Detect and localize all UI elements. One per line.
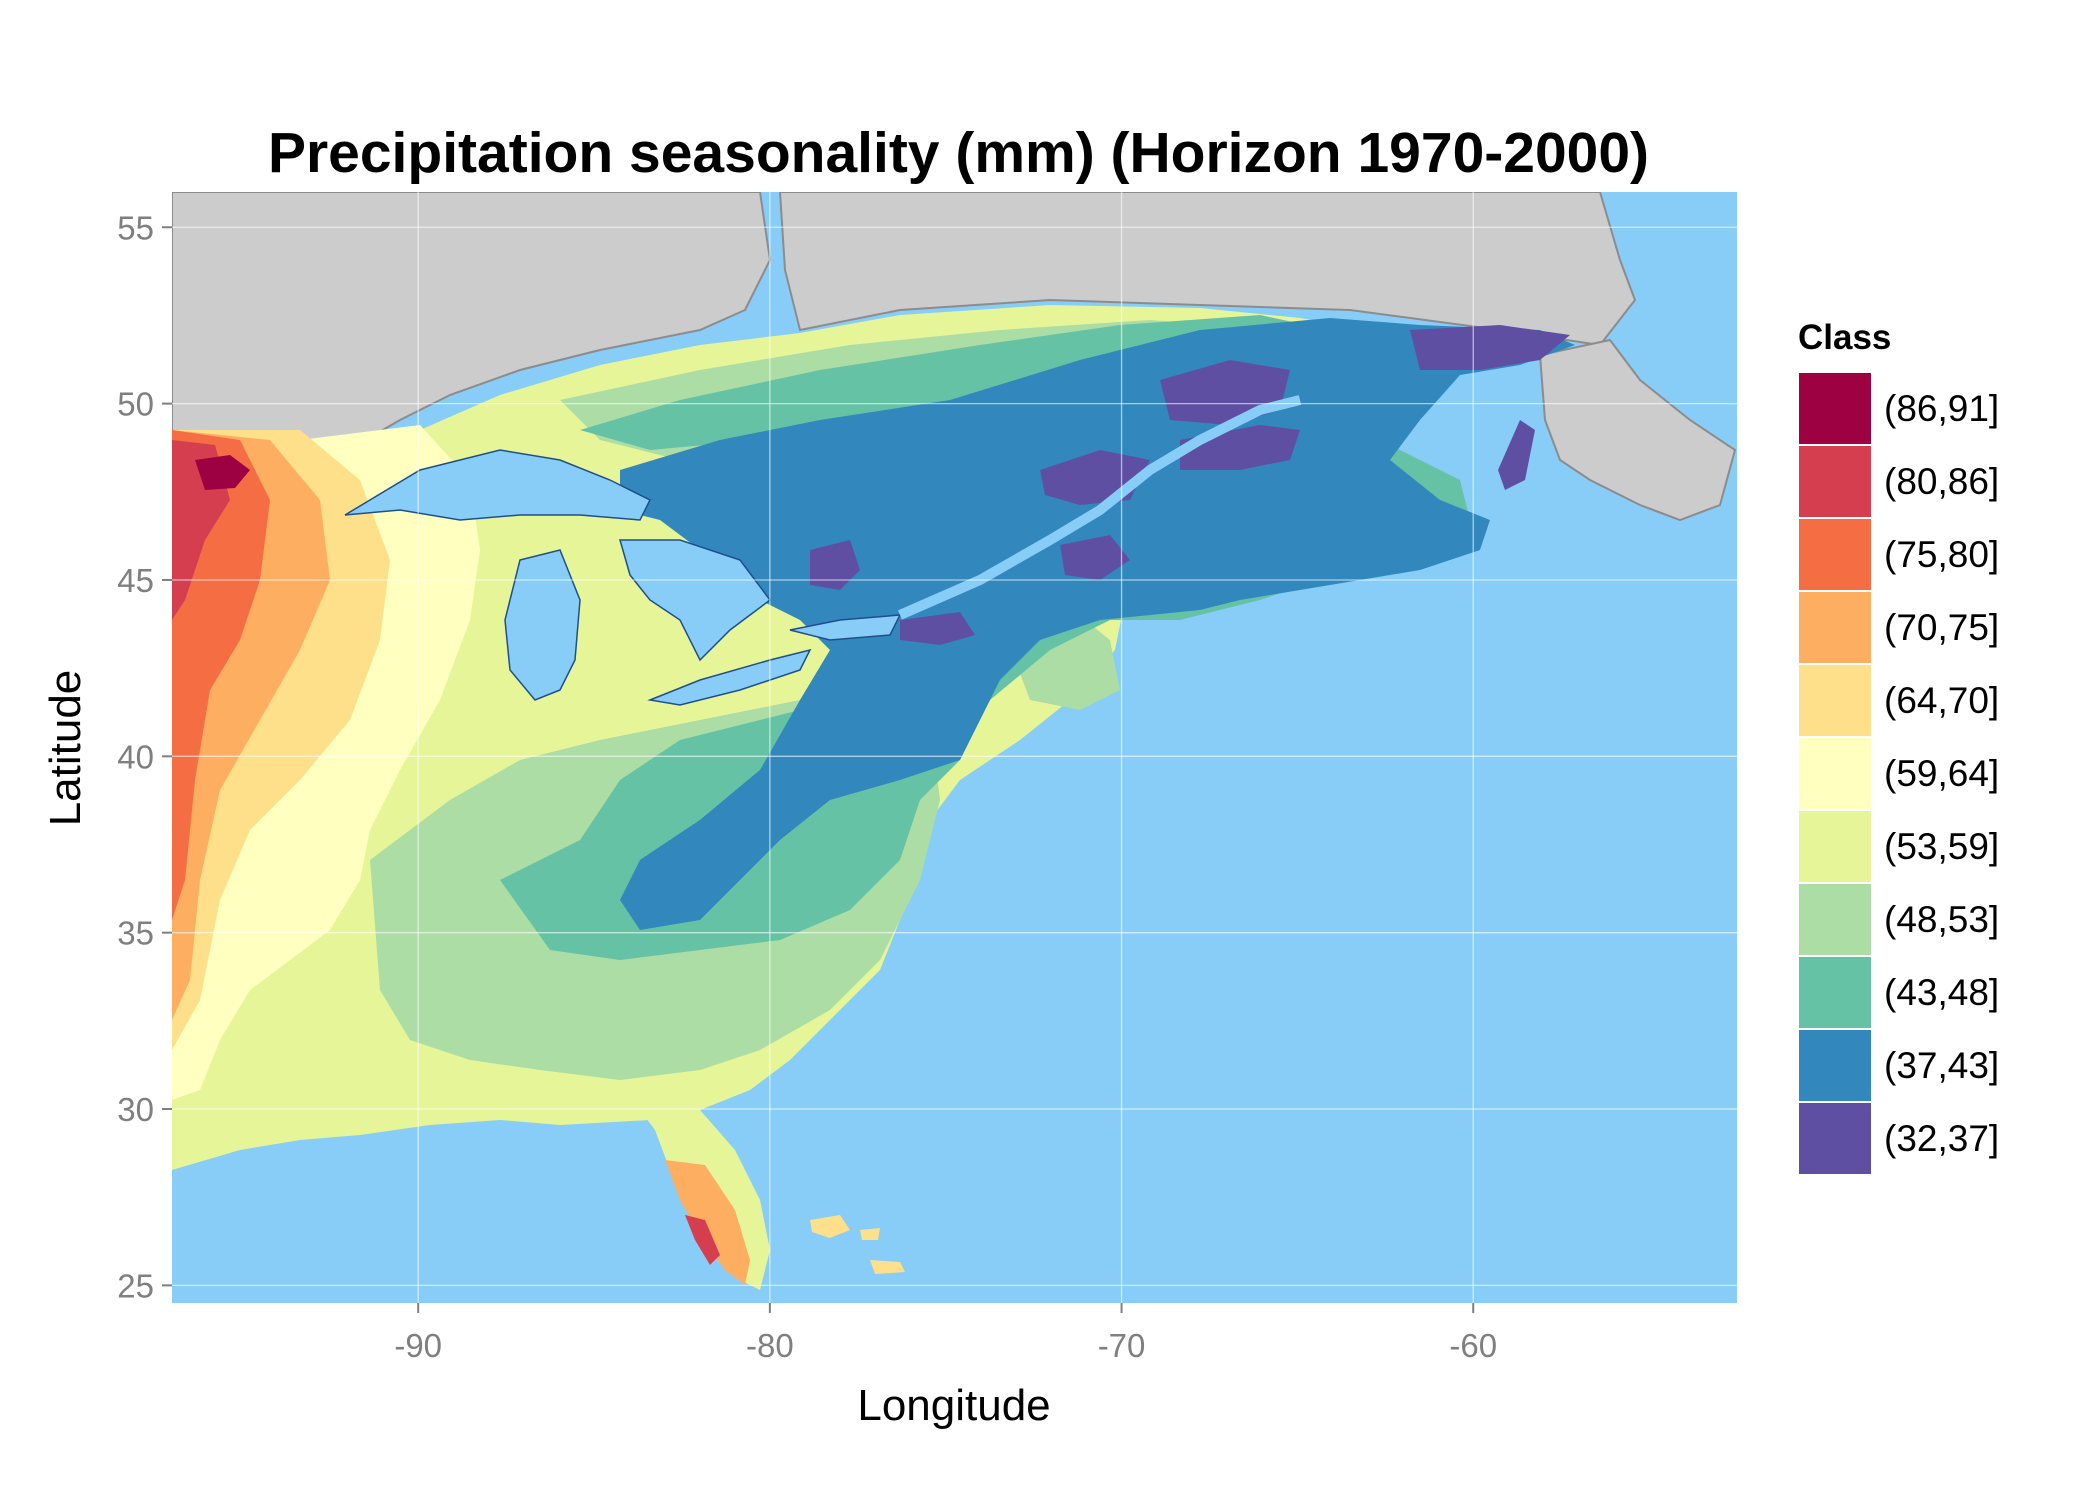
legend-item: (75,80] <box>1798 518 1999 591</box>
region-class-32-37-e <box>810 540 860 590</box>
legend-label: (37,43] <box>1884 1044 2000 1086</box>
y-tick-label: 35 <box>117 915 154 952</box>
x-axis-title: Longitude <box>857 1381 1050 1430</box>
legend-swatch <box>1798 1029 1872 1102</box>
legend-swatch <box>1798 810 1872 883</box>
map-title: Precipitation seasonality (mm) (Horizon … <box>267 121 1650 185</box>
legend-swatch <box>1798 591 1872 664</box>
legend-item: (53,59] <box>1798 810 1999 883</box>
lake-superior <box>344 449 652 521</box>
region-class-37-43-ridge <box>640 710 860 910</box>
newfoundland-land <box>1538 338 1737 522</box>
region-class-32-37-h <box>1498 420 1535 490</box>
y-tick-label: 45 <box>117 562 154 599</box>
region-class-37-43 <box>620 318 1575 930</box>
x-tick-label: -80 <box>746 1327 794 1364</box>
legend: Class (86,91] (80,86] (75,80] (70,75] (64,70… <box>1798 318 1999 1175</box>
region-class-86-91 <box>195 455 250 490</box>
legend-item: (48,53] <box>1798 883 1999 956</box>
legend-label: (64,70] <box>1884 679 2000 721</box>
legend-label: (86,91] <box>1884 387 2000 429</box>
st-lawrence-river <box>897 395 1302 620</box>
grid-lines <box>172 192 1737 1303</box>
legend-swatch <box>1798 664 1872 737</box>
legend-item: (64,70] <box>1798 664 1999 737</box>
x-tick-label: -90 <box>394 1327 442 1364</box>
lake-ontario <box>789 614 902 641</box>
lake-michigan <box>504 549 581 701</box>
legend-item: (37,43] <box>1798 1029 1999 1102</box>
legend-item: (59,64] <box>1798 737 1999 810</box>
legend-swatch <box>1798 956 1872 1029</box>
legend-label: (48,53] <box>1884 898 2000 940</box>
y-tick-label: 55 <box>117 209 154 246</box>
lake-huron <box>619 539 772 662</box>
legend-swatch <box>1798 737 1872 810</box>
legend-swatch <box>1798 883 1872 956</box>
legend-label: (75,80] <box>1884 533 2000 575</box>
y-tick-label: 30 <box>117 1091 154 1128</box>
y-tick-label: 25 <box>117 1267 154 1304</box>
legend-label: (59,64] <box>1884 752 2000 794</box>
legend-item: (43,48] <box>1798 956 1999 1029</box>
bahamas-islands <box>810 1215 905 1274</box>
legend-label: (80,86] <box>1884 460 2000 502</box>
y-axis-title: Latitude <box>41 670 90 827</box>
x-tick-label: -60 <box>1449 1327 1497 1364</box>
legend-swatch <box>1798 1102 1872 1175</box>
legend-item: (86,91] <box>1798 372 1999 445</box>
y-axis: 55 50 45 40 35 30 25 <box>117 209 172 1304</box>
legend-swatch <box>1798 445 1872 518</box>
x-tick-label: -70 <box>1098 1327 1146 1364</box>
legend-item: (70,75] <box>1798 591 1999 664</box>
legend-label: (53,59] <box>1884 825 2000 867</box>
legend-title: Class <box>1798 318 1892 357</box>
legend-swatch <box>1798 372 1872 445</box>
legend-swatch <box>1798 518 1872 591</box>
legend-label: (32,37] <box>1884 1117 2000 1159</box>
y-tick-label: 40 <box>117 738 154 775</box>
florida-class-80-86 <box>685 1215 720 1265</box>
region-class-32-37-f <box>1060 535 1130 580</box>
legend-label: (70,75] <box>1884 606 2000 648</box>
legend-item: (80,86] <box>1798 445 1999 518</box>
y-tick-label: 50 <box>117 386 154 423</box>
legend-item: (32,37] <box>1798 1102 1999 1175</box>
x-axis: -90 -80 -70 -60 <box>394 1303 1497 1364</box>
map-panel <box>172 192 1737 1303</box>
region-class-32-37-g <box>900 612 975 645</box>
quebec-labrador-land <box>778 192 1637 347</box>
region-class-32-37-a <box>1410 325 1570 370</box>
florida-class-70-75 <box>665 1160 750 1285</box>
legend-label: (43,48] <box>1884 971 2000 1013</box>
